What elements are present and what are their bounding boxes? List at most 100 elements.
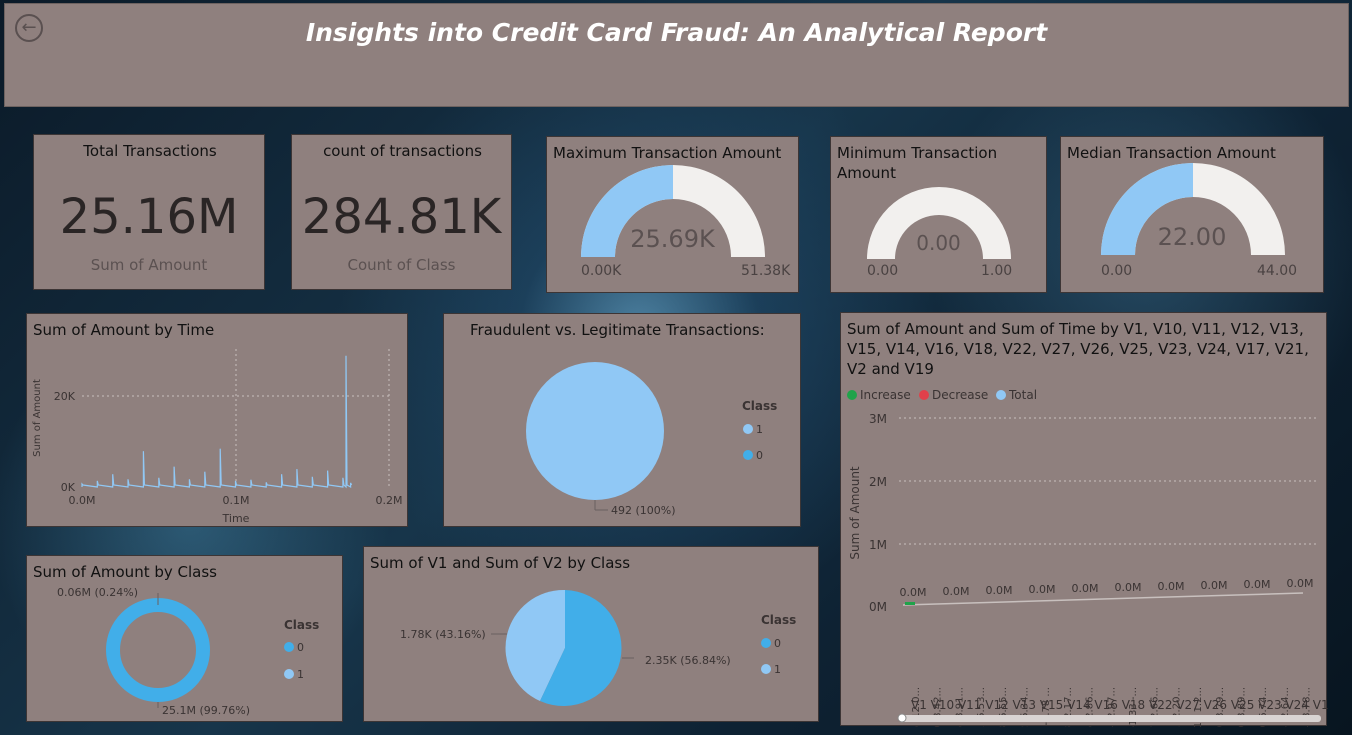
x-sub-label: -34.55 -8.91... — [954, 687, 965, 727]
x-sub-label: -36.80 -8.42... — [933, 687, 944, 727]
x-axis-group-label: V1 V10 V11 V12 V13 V15 V14 V16 V18 V22 V… — [911, 698, 1328, 712]
x-axis-label: Time — [222, 512, 250, 525]
legend-item[interactable]: 0 — [774, 637, 781, 650]
waterfall-data-label: 0.0M — [1029, 583, 1056, 596]
x-sub-label: -14.64 -2.97... — [1106, 687, 1117, 727]
gauge-max: 1.00 — [981, 263, 1013, 279]
back-arrow-icon[interactable]: ← — [15, 14, 43, 42]
legend-swatch — [761, 664, 771, 674]
gridlines — [899, 417, 1316, 545]
waterfall-increase-bar — [905, 602, 915, 605]
pie-card-v1-v2[interactable]: Sum of V1 and Sum of V2 by Class 1.78K (… — [363, 546, 819, 722]
donut-card-amount-by-class[interactable]: Sum of Amount by Class 0.06M (0.24%) 25.… — [26, 555, 343, 722]
x-sub-label: -23.71 -5.53... — [976, 687, 987, 727]
waterfall-trend-line — [902, 592, 1304, 606]
pie-chart: 492 (100%) Class 1 0 — [526, 362, 777, 517]
x-axis-sub-labels: -35.55 -12.0... -36.80 -8.42... -34.55 -8.… — [911, 687, 1313, 727]
gauge-card-median: Median Transaction Amount 22.00 0.00 44.… — [1060, 136, 1324, 293]
pie-slice-class-0 — [540, 590, 622, 706]
legend-item[interactable]: Decrease — [932, 388, 988, 402]
kpi-value: 284.81K — [301, 189, 502, 245]
y-tick: 0M — [869, 600, 887, 614]
gauge-chart — [1101, 163, 1285, 255]
pie-card-fraud[interactable]: Fraudulent vs. Legitimate Transactions: … — [443, 313, 801, 527]
gauge-min: 0.00K — [581, 263, 622, 279]
kpi-card-count-transactions: count of transactions 284.81K Count of C… — [291, 134, 512, 290]
y-tick: 0K — [61, 481, 76, 494]
x-tick: 0.2M — [376, 494, 403, 507]
kpi-title: count of transactions — [323, 142, 482, 160]
x-sub-label: -13.10 -3.89... — [1237, 687, 1248, 727]
kpi-card-total-transactions: Total Transactions 25.16M Sum of Amount — [33, 134, 265, 290]
gauge-track — [867, 187, 1011, 259]
gauge-chart — [867, 187, 1011, 259]
pie-data-label: 2.35K (56.84%) — [645, 654, 731, 667]
y-tick: 3M — [869, 412, 887, 426]
y-axis-label: Sum of Amount — [32, 379, 43, 457]
chart-title: Sum of Amount by Time — [33, 321, 215, 339]
legend-swatch — [761, 638, 771, 648]
gridlines — [82, 349, 390, 487]
waterfall-data-label: 0.0M — [943, 585, 970, 598]
legend-swatch — [743, 450, 753, 460]
x-sub-label: -21.78 -5.55... — [998, 687, 1009, 727]
x-sub-label: -9.03 -7.78 ... — [1041, 687, 1052, 727]
gauge-value: 25.69K — [630, 225, 715, 253]
gauge-value: 0.00 — [916, 231, 961, 255]
x-sub-label: -13.71 -2.20... — [1171, 687, 1182, 727]
legend-title: Class — [284, 618, 319, 632]
chart-title: Sum of Amount by Class — [33, 563, 217, 581]
legend-swatch — [743, 424, 753, 434]
waterfall-data-label: 0.0M — [1115, 581, 1142, 594]
horizontal-scrollbar[interactable] — [899, 715, 1321, 722]
donut-data-label: 0.06M (0.24%) — [57, 586, 138, 599]
gauge-title: Minimum Transaction Amount — [837, 144, 998, 182]
waterfall-card[interactable]: Sum of Amount and Sum of Time by V1, V10… — [840, 312, 1328, 727]
legend-item[interactable]: 1 — [774, 663, 781, 676]
gauge-value: 22.00 — [1157, 223, 1227, 251]
gauge-card-maximum: Maximum Transaction Amount 25.69K 0.00K … — [546, 136, 799, 293]
legend-item[interactable]: Increase — [860, 388, 911, 402]
chart-title: Sum of Amount and Sum of Time by V1, V10… — [847, 320, 1309, 378]
legend-title: Class — [761, 613, 796, 627]
waterfall-data-label: 0.0M — [1244, 578, 1271, 591]
legend-title: Class — [742, 399, 777, 413]
x-sub-label: -35.55 -12.0... — [911, 687, 922, 727]
waterfall-data-label: 0.0M — [1072, 582, 1099, 595]
kpi-title: Total Transactions — [83, 142, 217, 160]
line-series — [81, 355, 353, 489]
x-sub-label: -16.95 -2.86... — [1085, 687, 1096, 727]
gauge-title: Maximum Transaction Amount — [553, 144, 782, 162]
gauge-max: 51.38K — [741, 263, 791, 279]
gauge-title: Median Transaction Amount — [1067, 144, 1276, 162]
legend-item[interactable]: 0 — [756, 449, 763, 462]
report-title: Insights into Credit Card Fraud: An Anal… — [305, 18, 1048, 47]
gauge-chart — [581, 165, 765, 257]
chart-title: Sum of V1 and Sum of V2 by Class — [370, 554, 631, 572]
legend-item[interactable]: 0 — [297, 641, 304, 654]
waterfall-chart: Increase Decrease Total 3M 2M 1M 0M Sum … — [847, 388, 1328, 727]
legend-item[interactable]: Total — [1008, 388, 1037, 402]
x-sub-label: -11.14 -2.64... — [1280, 687, 1291, 727]
pie-data-label: 492 (100%) — [611, 504, 676, 517]
scrollbar-handle[interactable] — [897, 713, 907, 723]
legend-swatch-increase — [847, 390, 857, 400]
waterfall-data-label: 0.0M — [1287, 577, 1314, 590]
x-sub-label: -20.92 -5.34... — [1020, 687, 1031, 727]
gauge-card-minimum: Minimum Transaction Amount 0.00 0.00 1.0… — [830, 136, 1047, 293]
y-tick: 20K — [54, 390, 76, 403]
line-chart-card[interactable]: Sum of Amount by Time 20K 0K 0.0M 0.1M 0… — [26, 313, 408, 527]
legend-swatch — [284, 642, 294, 652]
waterfall-data-label: 0.0M — [1158, 580, 1185, 593]
pie-data-label: 1.78K (43.16%) — [400, 628, 486, 641]
waterfall-data-label: 0.0M — [986, 584, 1013, 597]
x-sub-label: -21.53 -2.17... — [1063, 687, 1074, 727]
data-labels: 0.0M 0.0M 0.0M 0.0M 0.0M 0.0M 0.0M 0.0M 0.0M 0.0M — [900, 577, 1314, 599]
x-sub-label: 0.04 0.19 1.2... — [1193, 687, 1204, 727]
gauge-fill — [581, 165, 673, 257]
x-sub-label: -14.19 -3.79... — [1215, 687, 1226, 727]
x-sub-label: -13.54 -3.78... — [1302, 687, 1313, 727]
x-sub-label: -12.90 -6.74... — [1258, 687, 1269, 727]
legend-item[interactable]: 1 — [297, 668, 304, 681]
legend-item[interactable]: 1 — [756, 423, 763, 436]
